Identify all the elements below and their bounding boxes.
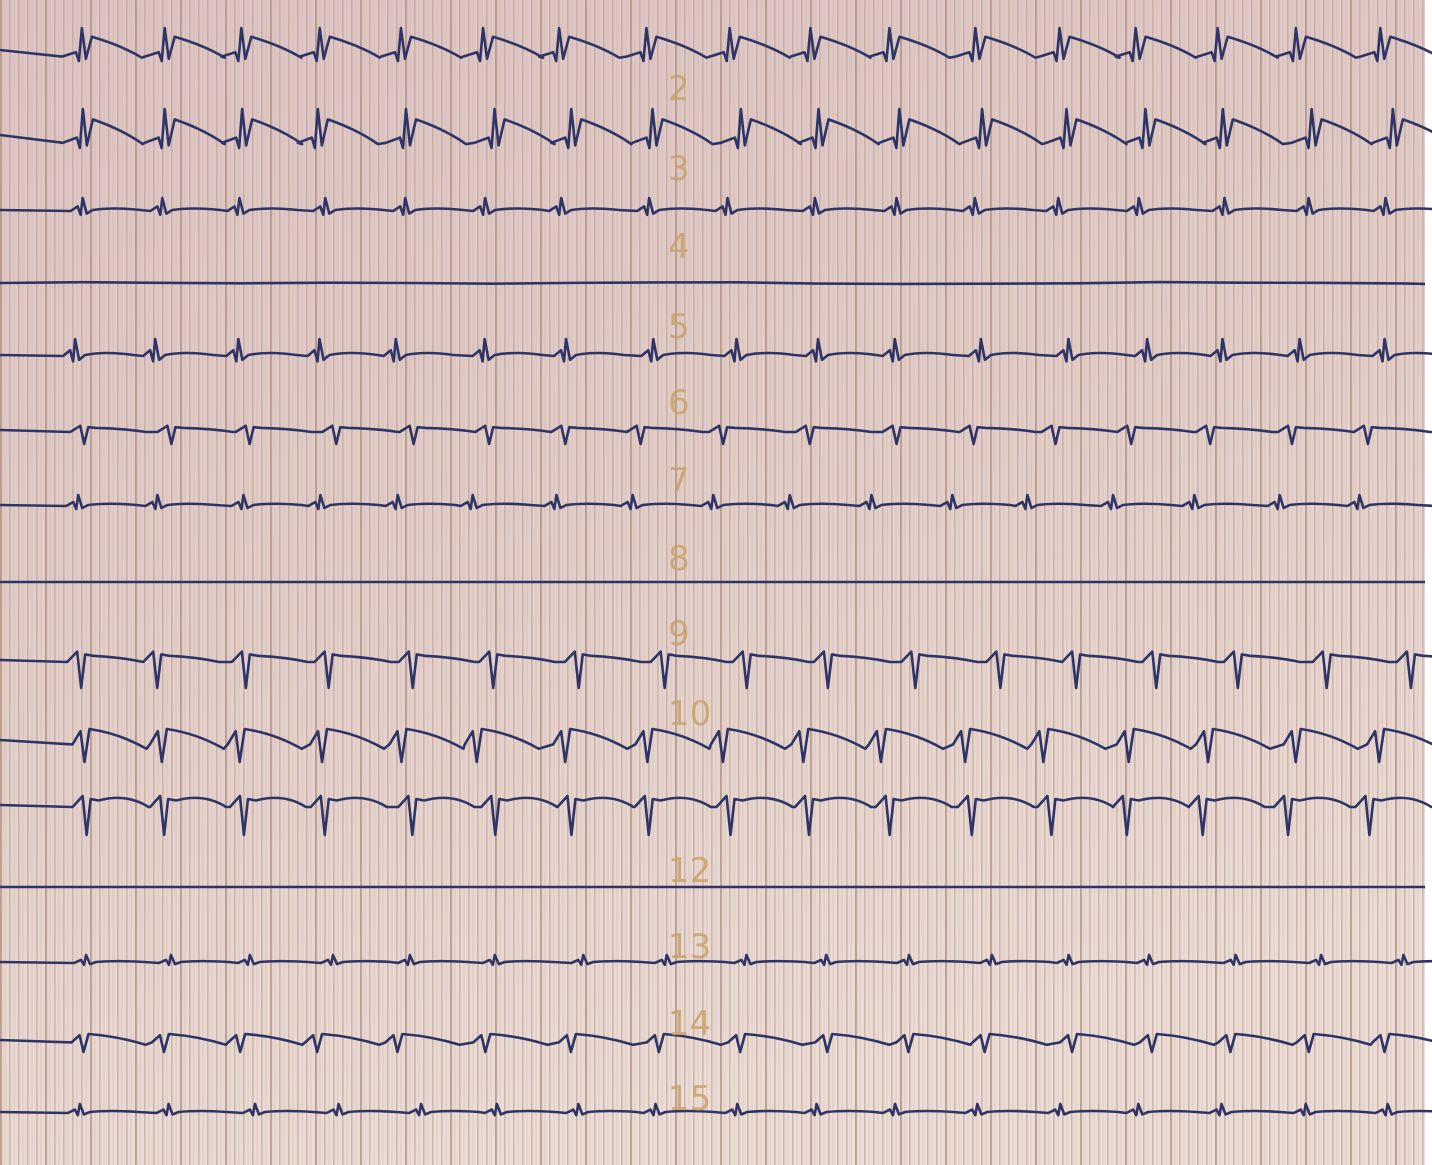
channel-label: 12 <box>668 851 711 891</box>
channel-label: 6 <box>668 383 690 423</box>
channel-label: 4 <box>668 227 690 267</box>
channel-label: 2 <box>668 69 690 109</box>
channel-label: 8 <box>668 539 690 579</box>
channel-label: 9 <box>668 614 690 654</box>
channel-label: 15 <box>668 1079 711 1119</box>
channel-label: 7 <box>668 461 690 501</box>
channel-label: 5 <box>668 307 690 347</box>
page: 234567891012131415 (() => { const data =… <box>0 0 1432 1165</box>
channel-label: 13 <box>668 927 711 967</box>
channel-label: 3 <box>668 149 690 189</box>
channel-label: 10 <box>668 694 711 734</box>
channel-label: 14 <box>668 1004 711 1044</box>
ecg-strip: 2 3 4 5 6 7 8 9 10 12 13 14 15 <box>0 0 1432 1165</box>
